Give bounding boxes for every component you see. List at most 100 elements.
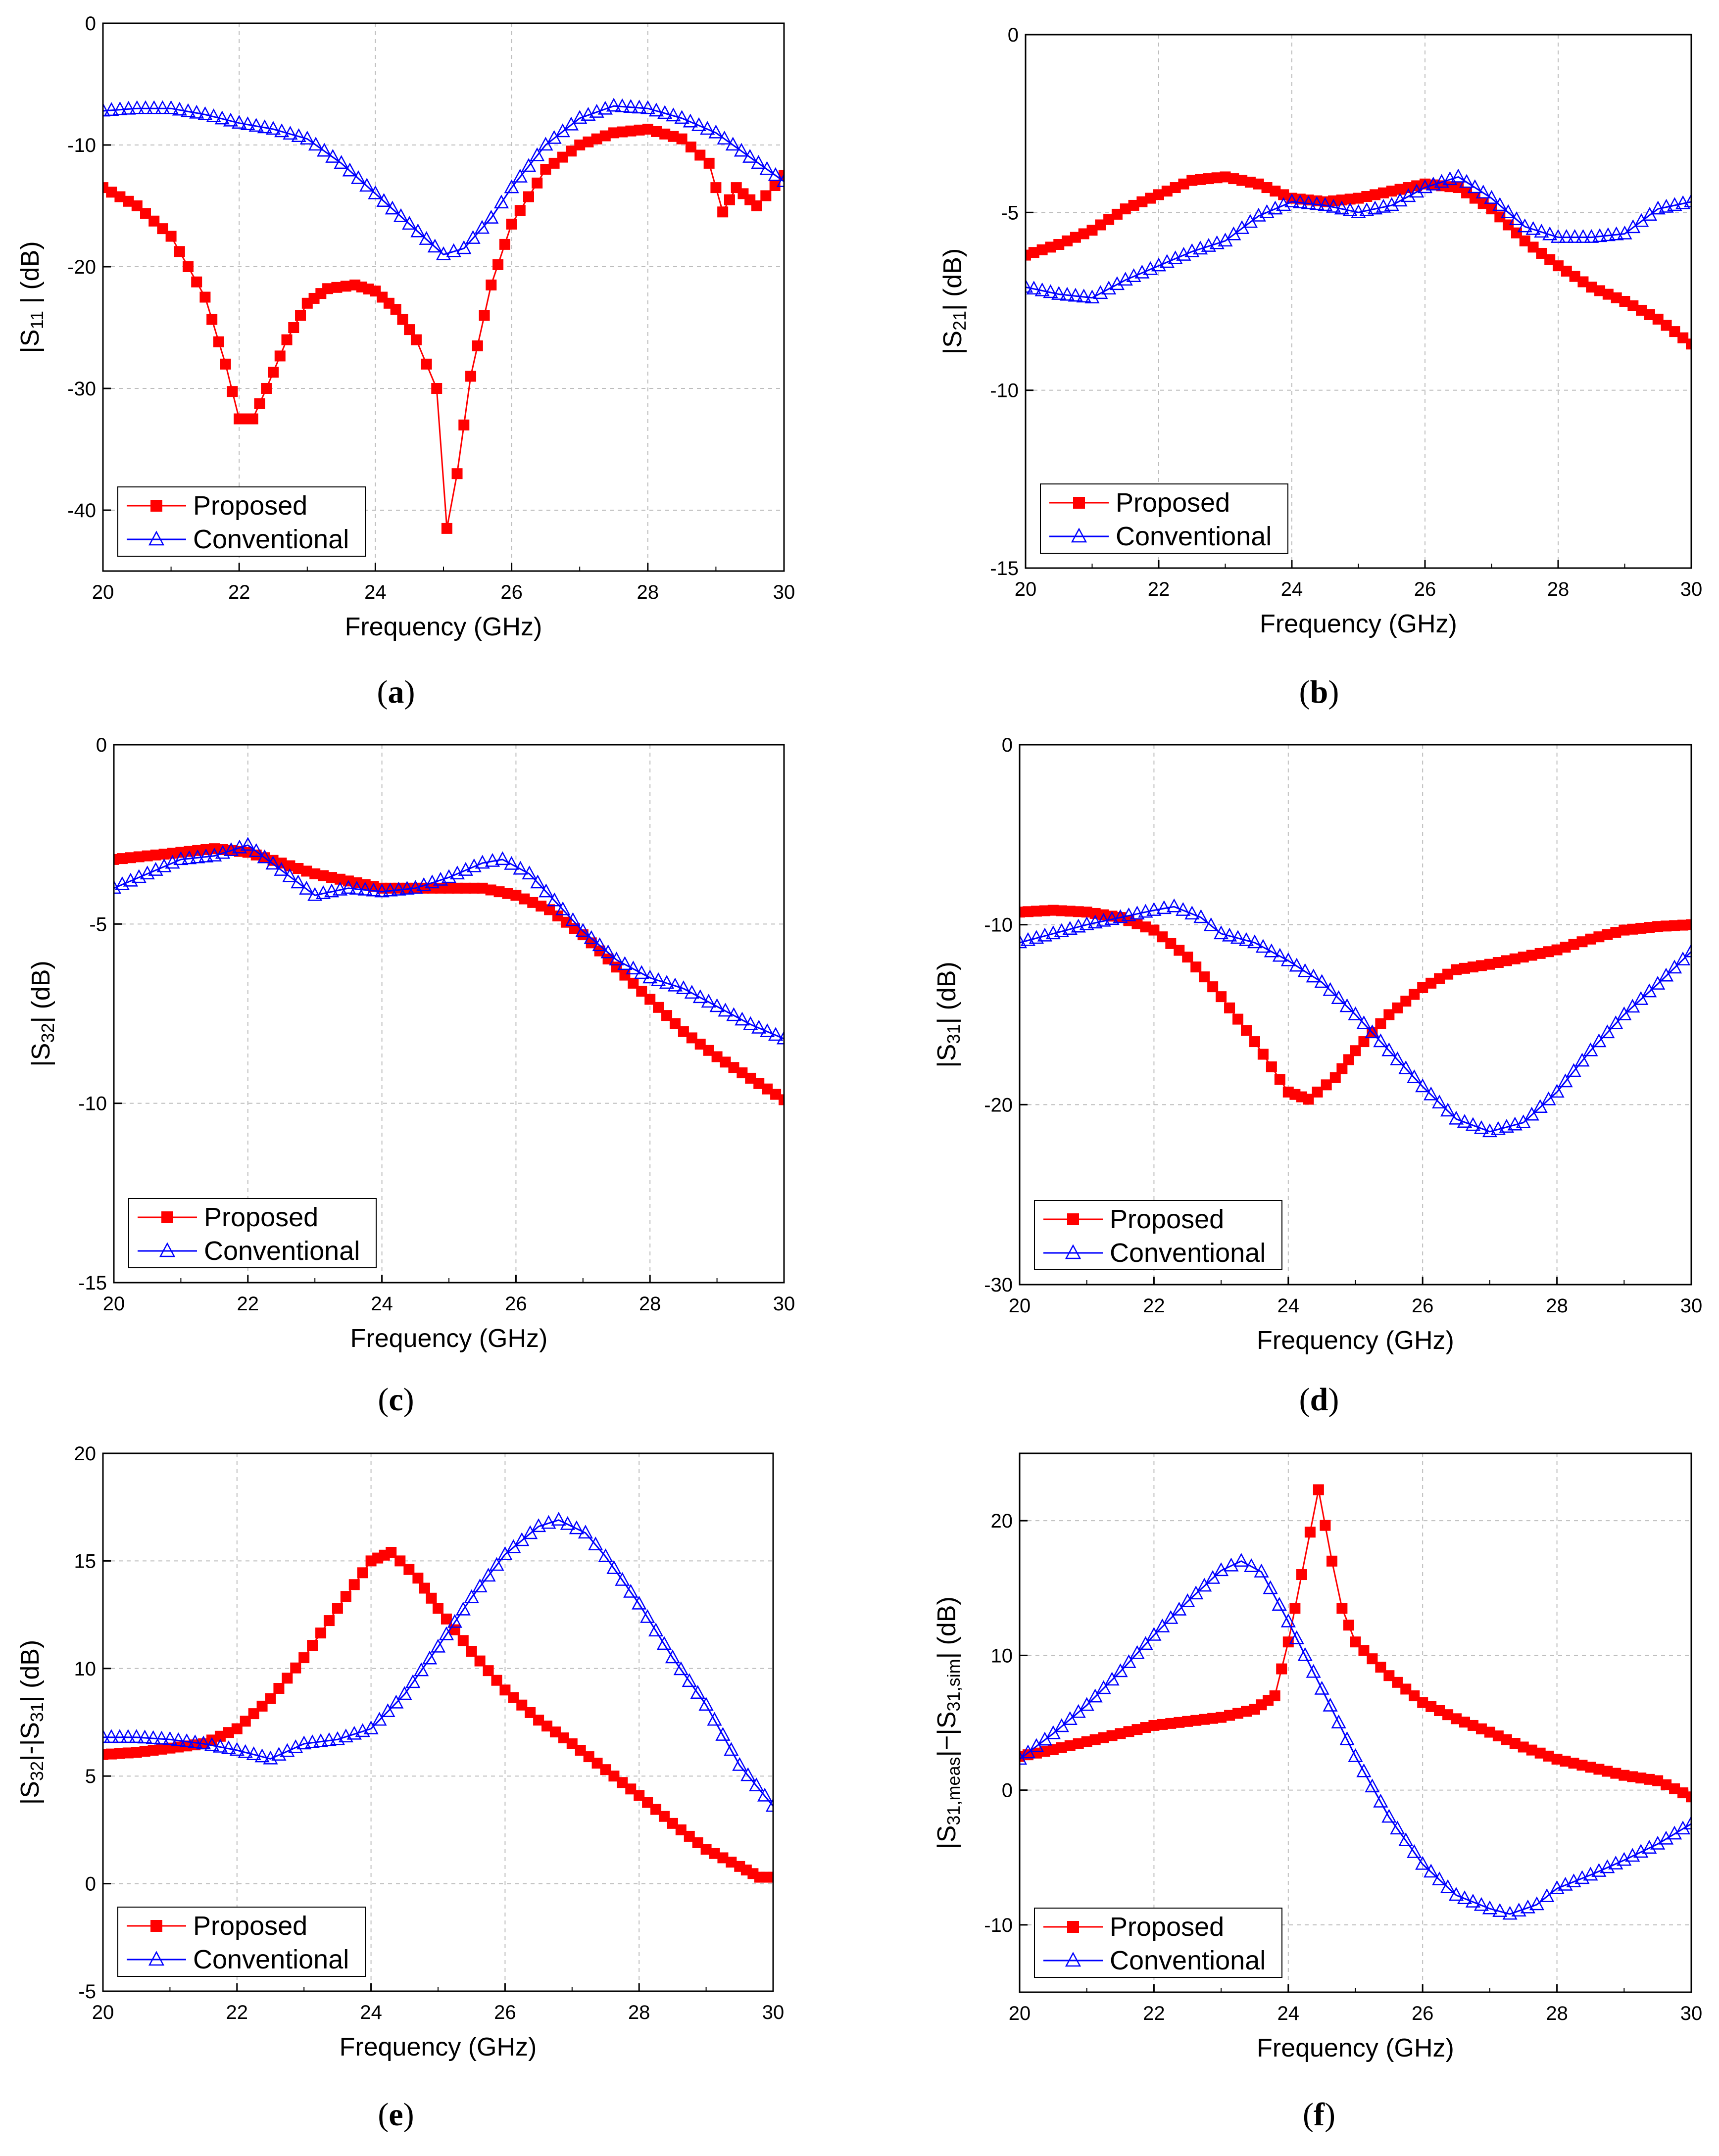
data-point <box>1526 1744 1537 1756</box>
data-point <box>1312 1086 1323 1098</box>
caption-letter: f <box>1314 2097 1325 2133</box>
data-point <box>366 882 381 897</box>
data-point <box>173 851 189 865</box>
data-point <box>676 980 691 995</box>
data-point <box>1358 1645 1370 1656</box>
data-point <box>472 1578 488 1592</box>
data-point <box>1339 1731 1355 1745</box>
data-point <box>167 848 178 859</box>
data-point <box>1359 202 1375 216</box>
data-point <box>1365 1778 1380 1793</box>
data-point <box>1146 902 1162 916</box>
data-point <box>1182 1716 1193 1727</box>
series-proposed <box>103 124 784 534</box>
x-tick-label: 20 <box>1009 2003 1031 2024</box>
data-point <box>1087 914 1103 929</box>
data-point <box>103 102 111 117</box>
data-point <box>1484 1726 1495 1738</box>
data-point <box>1272 1597 1287 1611</box>
data-point <box>1558 1073 1573 1088</box>
data-point <box>1214 1562 1229 1577</box>
series-conventional <box>103 1512 773 1812</box>
data-point <box>1551 944 1563 956</box>
data-point <box>291 874 306 889</box>
y-axis-label-part: | (dB) <box>938 248 967 311</box>
data-point <box>465 371 477 382</box>
data-point <box>348 1579 360 1590</box>
data-point <box>1490 1121 1506 1135</box>
data-point <box>455 1601 471 1616</box>
data-point <box>1451 168 1466 183</box>
data-point <box>602 953 614 964</box>
data-point <box>720 1056 731 1068</box>
data-point <box>103 1729 111 1743</box>
data-point <box>1394 184 1406 195</box>
x-axis-label: Frequency (GHz) <box>1257 2034 1454 2062</box>
data-point <box>523 1525 538 1539</box>
data-point <box>1284 193 1300 208</box>
data-point <box>1370 189 1381 200</box>
data-point <box>1153 189 1164 200</box>
data-point <box>1264 943 1279 958</box>
data-point <box>1381 1042 1397 1056</box>
data-point <box>1527 241 1539 253</box>
data-point <box>220 358 231 370</box>
y-axis-label-part: |S <box>933 1825 961 1849</box>
data-point <box>499 239 510 250</box>
data-point <box>617 126 628 138</box>
data-point <box>707 1712 722 1726</box>
data-point <box>1190 961 1202 973</box>
data-point <box>1398 1060 1414 1074</box>
data-point <box>1368 200 1383 215</box>
data-point <box>1675 195 1691 209</box>
legend-label: Conventional <box>1110 1946 1266 1975</box>
data-point <box>1076 288 1091 303</box>
data-point <box>694 1039 706 1050</box>
data-point <box>1686 1791 1691 1803</box>
y-tick-label: -10 <box>984 1915 1013 1936</box>
data-point <box>431 383 442 394</box>
legend-label: Conventional <box>1110 1238 1266 1268</box>
data-point <box>1238 932 1254 946</box>
data-point <box>146 1730 161 1744</box>
data-point <box>1236 175 1248 186</box>
data-point <box>522 865 537 880</box>
data-point <box>1176 902 1191 916</box>
data-point <box>740 1767 756 1781</box>
data-point <box>1465 1117 1481 1131</box>
caption-paren-open: ( <box>377 674 388 710</box>
data-point <box>317 143 332 157</box>
data-point <box>1270 186 1281 197</box>
y-axis-label-part: | (dB) <box>27 960 55 1023</box>
data-point <box>623 1583 638 1598</box>
data-point <box>1611 292 1622 303</box>
data-point <box>1560 1756 1571 1767</box>
data-point <box>477 882 488 894</box>
data-point <box>1501 204 1516 218</box>
data-point <box>1543 1750 1554 1762</box>
data-point <box>198 848 214 862</box>
data-point <box>1336 194 1347 206</box>
data-point <box>331 282 343 293</box>
data-point <box>1465 1893 1481 1908</box>
data-point <box>394 1555 406 1567</box>
data-point <box>1296 1569 1307 1581</box>
data-point <box>591 1758 603 1769</box>
data-point <box>1475 185 1491 199</box>
panel-caption: (d) <box>1299 1382 1339 1418</box>
legend-marker-square <box>150 500 162 512</box>
data-point <box>1329 1072 1341 1083</box>
legend-label: Proposed <box>1116 488 1230 518</box>
data-point <box>563 116 579 131</box>
data-point <box>456 240 472 254</box>
data-point <box>165 231 177 242</box>
data-point <box>666 107 681 122</box>
data-point <box>692 1837 703 1848</box>
data-point <box>1034 282 1050 296</box>
data-point <box>551 1512 566 1526</box>
data-point <box>703 157 715 169</box>
legend-marker-triangle <box>159 1242 176 1257</box>
data-point <box>760 190 772 201</box>
data-point <box>1199 1714 1210 1725</box>
data-point <box>504 856 519 870</box>
